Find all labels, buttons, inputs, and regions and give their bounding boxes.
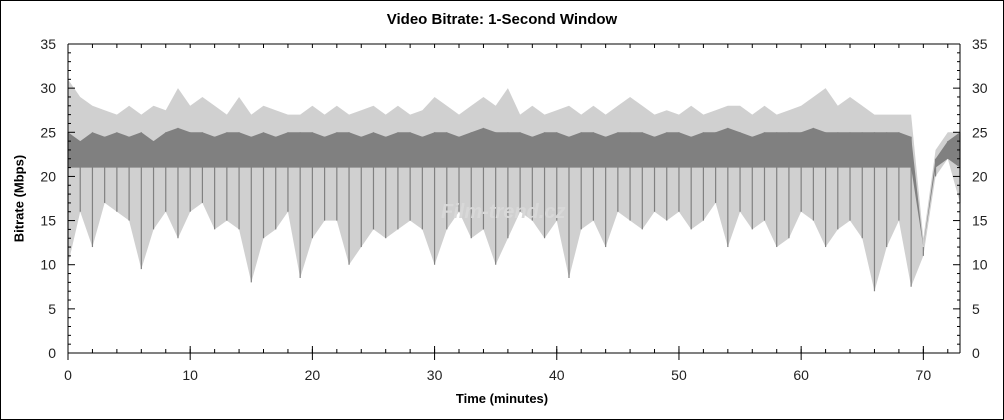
x-tick-label: 70 [916, 367, 932, 383]
series-typical-area [68, 127, 960, 248]
watermark-logo: Film-trend.cz [441, 201, 566, 223]
y-tick-label-left: 35 [40, 36, 56, 52]
y-tick-label-left: 0 [48, 345, 56, 361]
y-tick-label-right: 5 [972, 301, 980, 317]
y-tick-label-right: 0 [972, 345, 980, 361]
y-tick-label-left: 30 [40, 80, 56, 96]
series-peak-area [68, 79, 960, 292]
x-tick-label: 10 [182, 367, 198, 383]
y-tick-label-right: 10 [972, 257, 988, 273]
y-tick-label-right: 15 [972, 213, 988, 229]
x-tick-label: 50 [671, 367, 687, 383]
y-tick-label-right: 35 [972, 36, 988, 52]
y-tick-label-right: 30 [972, 80, 988, 96]
y-tick-label-left: 25 [40, 124, 56, 140]
x-tick-label: 20 [305, 367, 321, 383]
y-tick-label-left: 5 [48, 301, 56, 317]
y-tick-label-right: 20 [972, 168, 988, 184]
y-tick-label-left: 20 [40, 168, 56, 184]
y-tick-label-left: 10 [40, 257, 56, 273]
x-tick-label: 30 [427, 367, 443, 383]
x-tick-label: 40 [549, 367, 565, 383]
x-tick-label: 60 [793, 367, 809, 383]
x-tick-label: 0 [64, 367, 72, 383]
x-axis-label: Time (minutes) [455, 391, 549, 406]
chart-title: Video Bitrate: 1-Second Window [386, 11, 618, 28]
y-tick-label-right: 25 [972, 124, 988, 140]
y-tick-label-left: 15 [40, 213, 56, 229]
